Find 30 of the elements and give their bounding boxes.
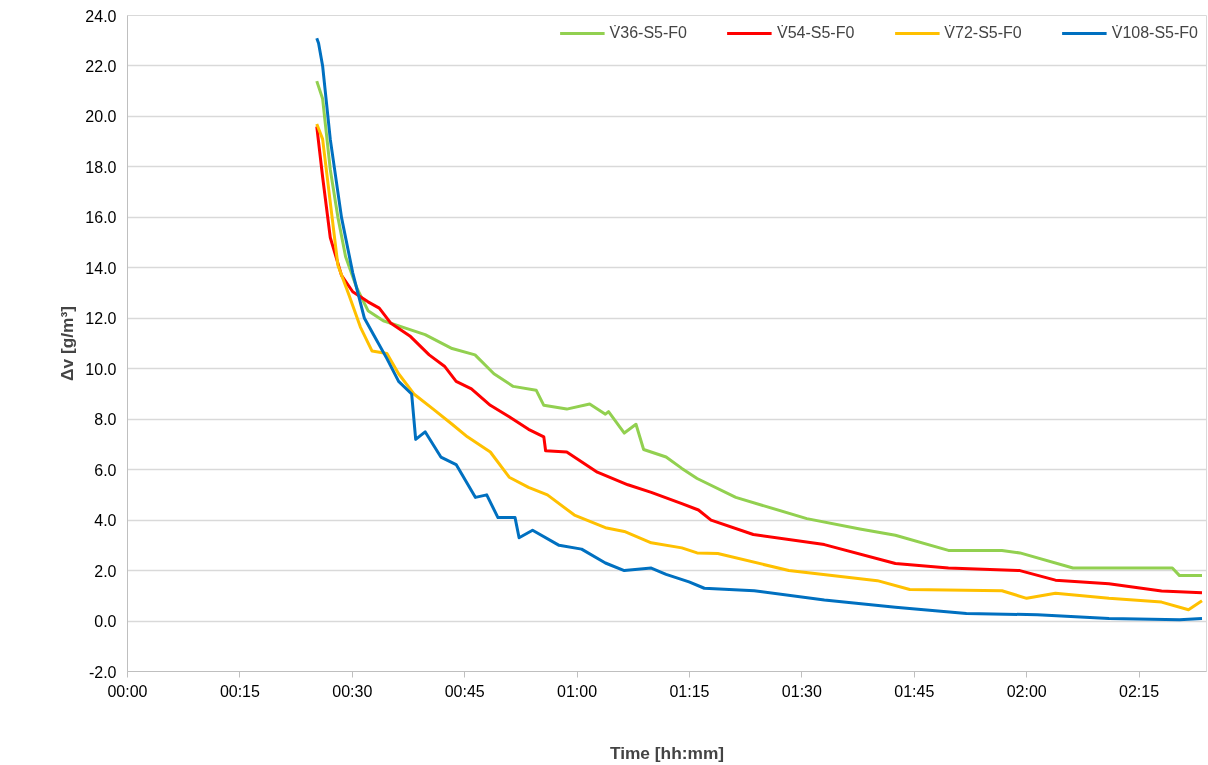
y-tick-label: 20.0 xyxy=(85,108,117,126)
x-tick-label: 01:15 xyxy=(669,682,710,700)
x-tick-label: 01:30 xyxy=(781,682,822,700)
y-tick-label: -2.0 xyxy=(88,663,117,681)
y-tick-label: 8.0 xyxy=(94,411,117,429)
y-tick-label: 22.0 xyxy=(85,57,117,75)
legend-label: V̇72-S5-F0 xyxy=(944,24,1022,42)
y-tick-label: 14.0 xyxy=(85,259,117,277)
x-tick-label: 01:45 xyxy=(894,682,935,700)
y-axis-title: Δv [g/m³] xyxy=(57,305,78,382)
x-tick-label: 02:15 xyxy=(1119,682,1160,700)
y-tick-label: 2.0 xyxy=(94,562,117,580)
y-tick-label: 10.0 xyxy=(85,360,117,378)
x-tick-label: 00:15 xyxy=(219,682,261,700)
x-axis-title: Time [hh:mm] xyxy=(609,742,725,763)
y-tick-label: 6.0 xyxy=(94,461,117,479)
x-tick-label: 00:45 xyxy=(444,682,485,700)
x-tick-label: 00:30 xyxy=(332,682,373,700)
legend-label: V̇36-S5-F0 xyxy=(609,24,687,42)
y-tick-label: 18.0 xyxy=(85,158,117,176)
legend-label: V̇108-S5-F0 xyxy=(1111,24,1198,42)
x-tick-label: 02:00 xyxy=(1006,682,1047,700)
y-tick-label: 12.0 xyxy=(85,310,117,328)
y-tick-label: 16.0 xyxy=(85,209,117,227)
x-tick-label: 01:00 xyxy=(557,682,598,700)
y-tick-label: 24.0 xyxy=(85,7,117,25)
x-tick-label: 00:00 xyxy=(107,682,148,700)
legend-label: V̇54-S5-F0 xyxy=(776,24,855,42)
y-tick-label: 4.0 xyxy=(94,512,117,530)
y-tick-label: 0.0 xyxy=(94,613,117,631)
